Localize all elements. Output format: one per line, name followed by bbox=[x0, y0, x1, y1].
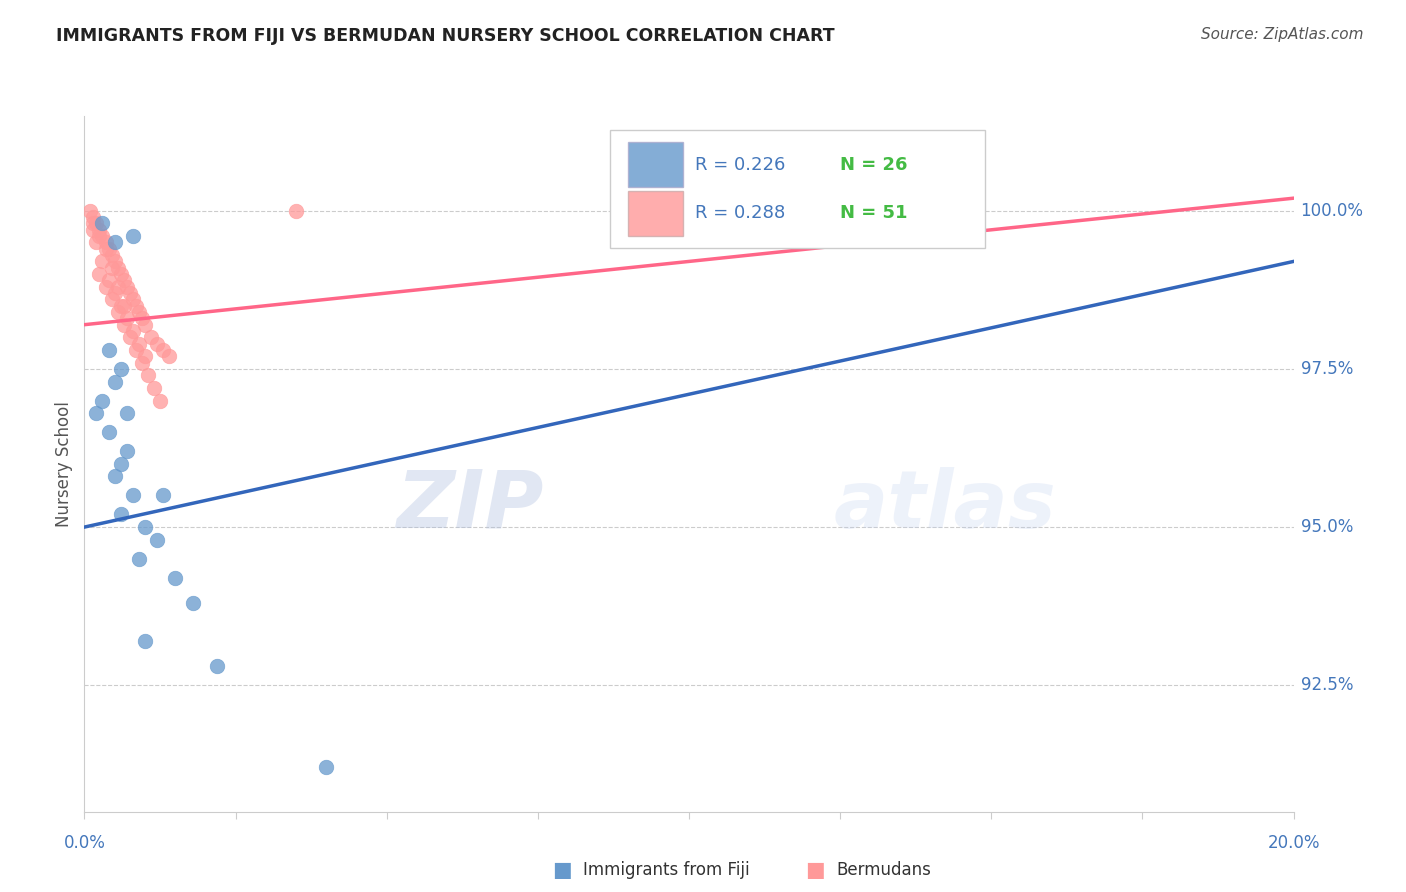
Point bbox=[207, 659, 229, 673]
Point bbox=[142, 381, 165, 395]
Text: R = 0.288: R = 0.288 bbox=[695, 204, 785, 222]
Point bbox=[94, 242, 117, 256]
Point bbox=[94, 279, 117, 293]
Point bbox=[181, 596, 204, 610]
Text: 95.0%: 95.0% bbox=[1301, 518, 1353, 536]
Point bbox=[149, 393, 172, 408]
Point bbox=[104, 254, 127, 268]
Text: ■: ■ bbox=[553, 860, 572, 880]
Point bbox=[100, 260, 122, 275]
Point bbox=[112, 273, 135, 287]
Point bbox=[97, 425, 120, 440]
Text: ZIP: ZIP bbox=[396, 467, 544, 545]
Point bbox=[139, 330, 162, 344]
Point bbox=[118, 286, 141, 301]
Point bbox=[128, 305, 150, 319]
Point bbox=[97, 343, 120, 357]
Text: N = 51: N = 51 bbox=[841, 204, 908, 222]
Point bbox=[134, 634, 156, 648]
Point bbox=[91, 393, 114, 408]
Point bbox=[82, 223, 104, 237]
Point bbox=[82, 210, 104, 224]
Point bbox=[94, 235, 117, 250]
Point bbox=[86, 406, 108, 420]
Point bbox=[134, 318, 156, 332]
Point bbox=[115, 444, 138, 458]
Text: Bermudans: Bermudans bbox=[837, 861, 931, 879]
Point bbox=[91, 217, 114, 231]
Point bbox=[157, 349, 180, 363]
Text: R = 0.226: R = 0.226 bbox=[695, 156, 786, 174]
Point bbox=[86, 217, 108, 231]
Point bbox=[110, 267, 132, 281]
Point bbox=[709, 217, 731, 231]
Point bbox=[115, 279, 138, 293]
Point bbox=[131, 311, 153, 326]
Point bbox=[125, 299, 148, 313]
Point bbox=[134, 520, 156, 534]
Text: 100.0%: 100.0% bbox=[1301, 202, 1364, 219]
Point bbox=[86, 235, 108, 250]
Point bbox=[146, 533, 169, 547]
Point bbox=[284, 203, 308, 218]
Point bbox=[128, 336, 150, 351]
Point bbox=[89, 267, 111, 281]
Point bbox=[152, 343, 174, 357]
Text: 20.0%: 20.0% bbox=[1267, 834, 1320, 852]
Point bbox=[110, 362, 132, 376]
Point bbox=[110, 508, 132, 522]
Point bbox=[97, 242, 120, 256]
Point bbox=[104, 375, 127, 389]
Point bbox=[107, 279, 129, 293]
Point bbox=[97, 273, 120, 287]
Point bbox=[107, 260, 129, 275]
Point bbox=[121, 324, 143, 338]
Text: Source: ZipAtlas.com: Source: ZipAtlas.com bbox=[1201, 27, 1364, 42]
Point bbox=[121, 488, 143, 502]
Point bbox=[115, 311, 138, 326]
Point bbox=[118, 330, 141, 344]
Point bbox=[152, 488, 174, 502]
Point bbox=[125, 343, 148, 357]
Point bbox=[104, 469, 127, 483]
Text: N = 26: N = 26 bbox=[841, 156, 908, 174]
Text: 97.5%: 97.5% bbox=[1301, 360, 1353, 378]
Point bbox=[100, 293, 122, 307]
Point bbox=[100, 248, 122, 262]
Point bbox=[89, 223, 111, 237]
Point bbox=[112, 318, 135, 332]
FancyBboxPatch shape bbox=[628, 191, 683, 236]
Text: atlas: atlas bbox=[834, 467, 1057, 545]
Point bbox=[110, 457, 132, 471]
Point bbox=[91, 229, 114, 244]
Point bbox=[82, 217, 104, 231]
FancyBboxPatch shape bbox=[610, 130, 986, 248]
Point bbox=[79, 203, 101, 218]
Point bbox=[146, 336, 169, 351]
Point bbox=[121, 293, 143, 307]
Point bbox=[165, 571, 187, 585]
Point bbox=[104, 235, 127, 250]
Text: 92.5%: 92.5% bbox=[1301, 676, 1353, 694]
Point bbox=[950, 217, 973, 231]
Point bbox=[107, 305, 129, 319]
Point bbox=[121, 229, 143, 244]
Text: Immigrants from Fiji: Immigrants from Fiji bbox=[583, 861, 751, 879]
Y-axis label: Nursery School: Nursery School bbox=[55, 401, 73, 527]
Point bbox=[112, 299, 135, 313]
Point bbox=[91, 254, 114, 268]
Point bbox=[104, 286, 127, 301]
Point bbox=[128, 551, 150, 566]
Text: IMMIGRANTS FROM FIJI VS BERMUDAN NURSERY SCHOOL CORRELATION CHART: IMMIGRANTS FROM FIJI VS BERMUDAN NURSERY… bbox=[56, 27, 835, 45]
FancyBboxPatch shape bbox=[628, 142, 683, 187]
Point bbox=[131, 356, 153, 370]
Point bbox=[136, 368, 159, 383]
Point bbox=[110, 299, 132, 313]
Point bbox=[134, 349, 156, 363]
Text: ■: ■ bbox=[806, 860, 825, 880]
Point bbox=[89, 229, 111, 244]
Point bbox=[315, 760, 337, 774]
Point bbox=[115, 406, 138, 420]
Text: 0.0%: 0.0% bbox=[63, 834, 105, 852]
